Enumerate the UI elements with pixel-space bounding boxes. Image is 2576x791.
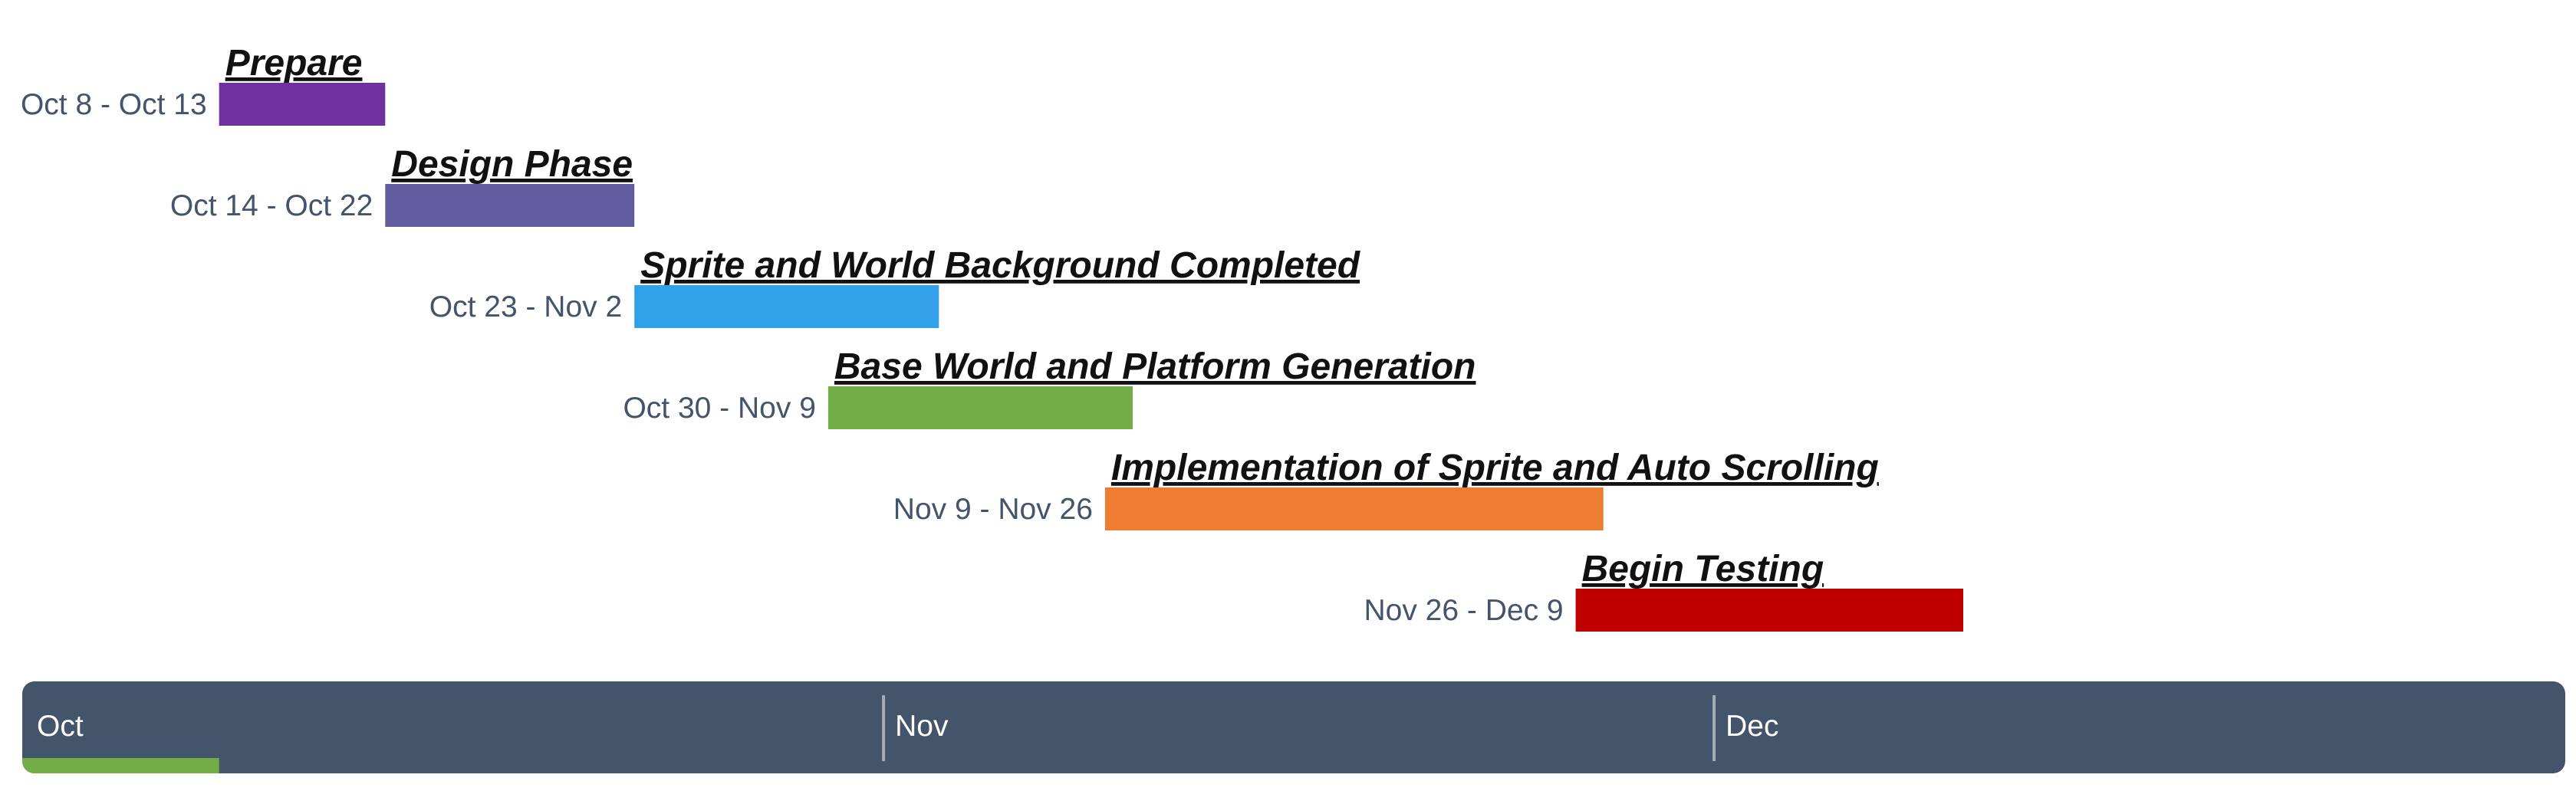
task-date-range: Nov 26 - Dec 9 — [1364, 594, 1563, 627]
task-date-range: Oct 23 - Nov 2 — [429, 290, 622, 323]
task-bar[interactable] — [385, 184, 635, 227]
task-date-range: Oct 14 - Oct 22 — [170, 189, 373, 222]
tasks-layer: Prepare Oct 8 - Oct 13 Design Phase Oct 14 … — [21, 43, 1963, 632]
task-bar[interactable] — [634, 285, 939, 328]
task-date-range: Oct 30 - Nov 9 — [623, 392, 815, 425]
task-bar[interactable] — [219, 83, 386, 126]
month-label: Dec — [1726, 710, 1778, 743]
task-date-range: Nov 9 - Nov 26 — [893, 493, 1093, 526]
task-bar[interactable] — [1575, 589, 1963, 632]
task-title: Base World and Platform Generation — [834, 346, 1476, 387]
task-bar[interactable] — [827, 386, 1133, 429]
timeline-band: Oct Nov Dec — [22, 681, 2565, 773]
month-label: Nov — [895, 710, 949, 743]
timeline-background — [22, 681, 2565, 773]
month-label: Oct — [37, 710, 84, 743]
task-date-range: Oct 8 - Oct 13 — [21, 88, 207, 121]
task-title: Begin Testing — [1582, 549, 1824, 589]
task-title: Prepare — [225, 43, 363, 84]
timeline-progress — [22, 758, 219, 773]
task-title: Implementation of Sprite and Auto Scroll… — [1111, 448, 1879, 488]
task-bar[interactable] — [1104, 487, 1604, 530]
task-title: Design Phase — [391, 144, 633, 185]
task-title: Sprite and World Background Completed — [640, 245, 1361, 286]
